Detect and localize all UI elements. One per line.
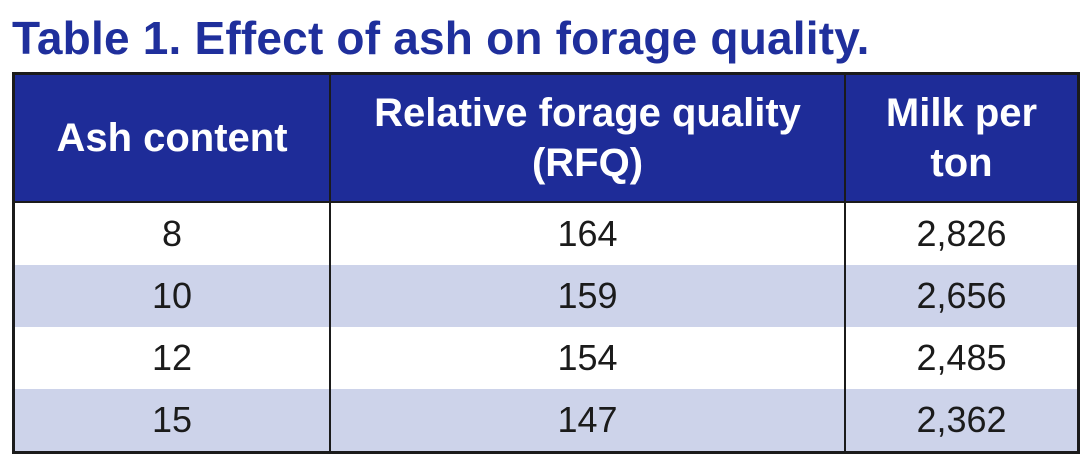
cell-ash-content: 8	[15, 202, 331, 265]
header-row: Ash content Relative forage quality (RFQ…	[15, 75, 1077, 203]
cell-ash-content: 15	[15, 389, 331, 451]
cell-milk-per-ton: 2,656	[845, 265, 1077, 327]
forage-quality-table: Ash content Relative forage quality (RFQ…	[12, 72, 1080, 454]
cell-milk-per-ton: 2,362	[845, 389, 1077, 451]
cell-rfq: 164	[330, 202, 846, 265]
column-header-relative-forage-quality: Relative forage quality (RFQ)	[330, 75, 846, 203]
cell-rfq: 159	[330, 265, 846, 327]
table-body: 8 164 2,826 10 159 2,656 12 154 2,485 15…	[15, 202, 1077, 451]
column-header-milk-per-ton: Milk per ton	[845, 75, 1077, 203]
table-row: 12 154 2,485	[15, 327, 1077, 389]
cell-rfq: 147	[330, 389, 846, 451]
table-title: Table 1. Effect of ash on forage quality…	[12, 12, 870, 64]
cell-milk-per-ton: 2,485	[845, 327, 1077, 389]
table-row: 8 164 2,826	[15, 202, 1077, 265]
table-row: 15 147 2,362	[15, 389, 1077, 451]
cell-ash-content: 10	[15, 265, 331, 327]
data-table: Ash content Relative forage quality (RFQ…	[15, 75, 1077, 451]
column-header-ash-content: Ash content	[15, 75, 331, 203]
cell-ash-content: 12	[15, 327, 331, 389]
cell-milk-per-ton: 2,826	[845, 202, 1077, 265]
cell-rfq: 154	[330, 327, 846, 389]
table-header: Ash content Relative forage quality (RFQ…	[15, 75, 1077, 203]
table-row: 10 159 2,656	[15, 265, 1077, 327]
